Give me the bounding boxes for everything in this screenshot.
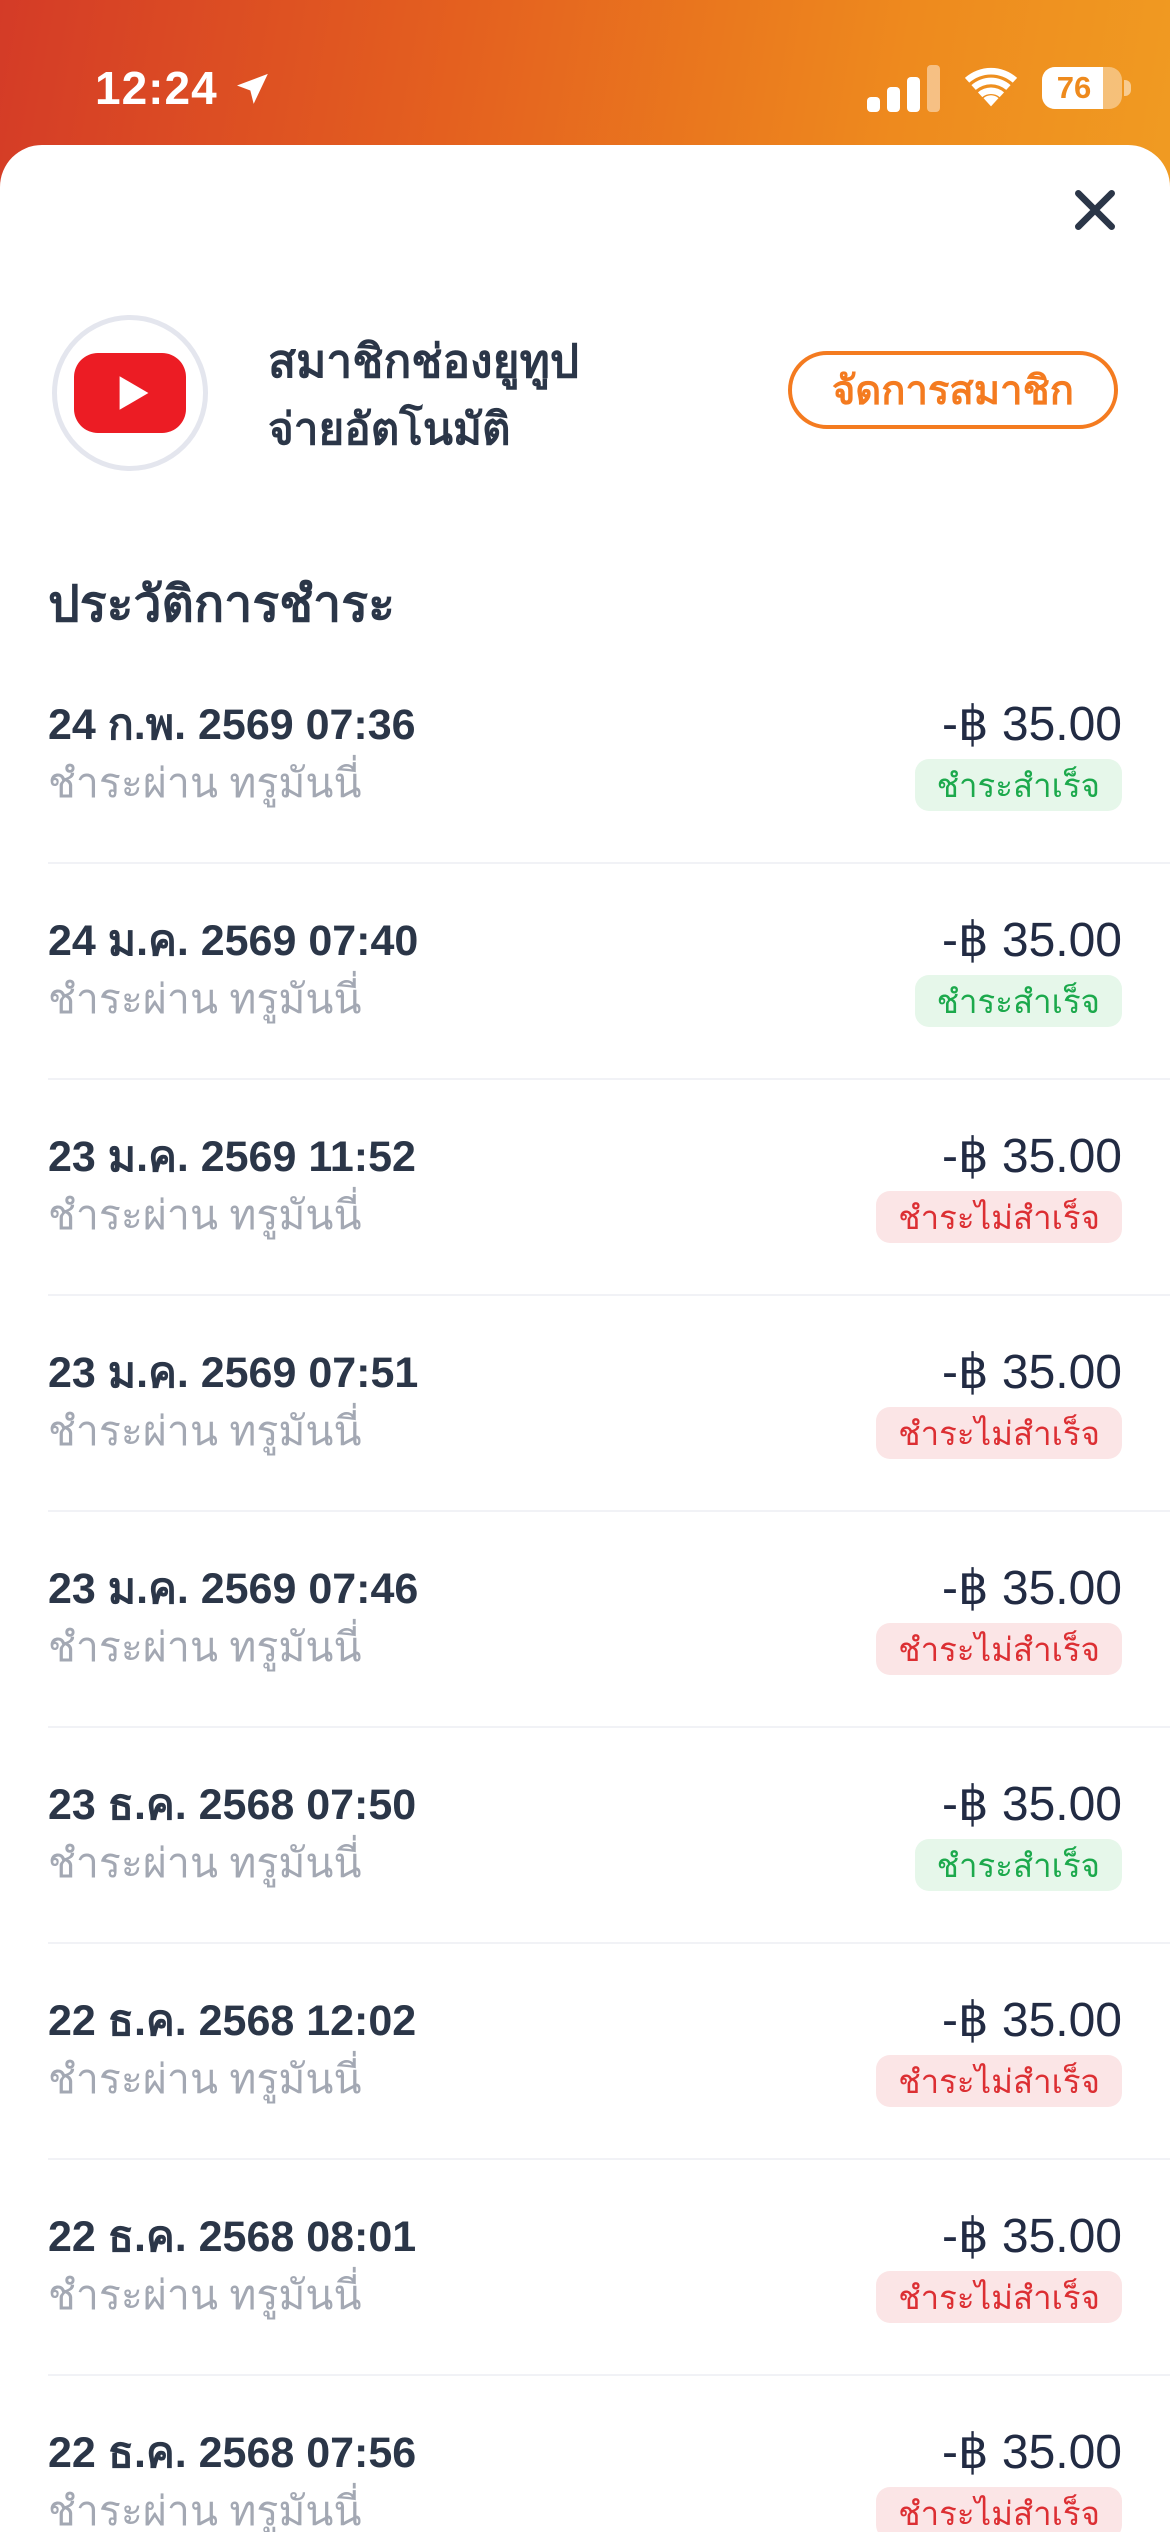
payment-row: 23 ธ.ค. 2568 07:50 ชำระผ่าน ทรูมันนี่ -฿…	[0, 1728, 1170, 1944]
row-amount: -฿ 35.00	[942, 698, 1122, 751]
manage-membership-button[interactable]: จัดการสมาชิก	[787, 351, 1118, 429]
status-bar: 12:24 76	[0, 0, 1170, 145]
row-amount: -฿ 35.00	[942, 1562, 1122, 1615]
battery-percent: 76	[1056, 69, 1092, 105]
row-datetime: 23 ม.ค. 2569 07:51	[48, 1349, 419, 1397]
row-datetime: 23 ธ.ค. 2568 07:50	[48, 1781, 417, 1829]
row-payment-method: ชำระผ่าน ทรูมันนี่	[48, 1840, 362, 1886]
row-status-badge: ชำระไม่สำเร็จ	[876, 2487, 1122, 2532]
row-amount: -฿ 35.00	[942, 1778, 1122, 1831]
row-status-badge: ชำระไม่สำเร็จ	[876, 1191, 1122, 1243]
subscription-header: สมาชิกช่องยูทูป จ่ายอัตโนมัติ จัดการสมาช…	[52, 315, 1118, 475]
avatar	[52, 315, 208, 471]
row-status-badge: ชำระสำเร็จ	[914, 975, 1122, 1027]
row-payment-method: ชำระผ่าน ทรูมันนี่	[48, 2272, 362, 2318]
subscription-title: สมาชิกช่องยูทูป	[268, 335, 580, 387]
payment-history-list: 24 ก.พ. 2569 07:36 ชำระผ่าน ทรูมันนี่ -฿…	[0, 648, 1170, 2532]
row-payment-method: ชำระผ่าน ทรูมันนี่	[48, 1408, 362, 1454]
battery-icon: 76	[1042, 66, 1131, 109]
row-datetime: 23 ม.ค. 2569 11:52	[48, 1133, 416, 1181]
row-status-badge: ชำระไม่สำเร็จ	[876, 2055, 1122, 2107]
row-amount: -฿ 35.00	[942, 1346, 1122, 1399]
payment-row: 23 ม.ค. 2569 07:46 ชำระผ่าน ทรูมันนี่ -฿…	[0, 1512, 1170, 1728]
row-datetime: 22 ธ.ค. 2568 12:02	[48, 1997, 417, 2045]
close-icon	[1075, 190, 1115, 231]
row-status-badge: ชำระไม่สำเร็จ	[876, 1623, 1122, 1675]
row-status-badge: ชำระไม่สำเร็จ	[876, 1407, 1122, 1459]
payment-row: 23 ม.ค. 2569 07:51 ชำระผ่าน ทรูมันนี่ -฿…	[0, 1296, 1170, 1512]
row-amount: -฿ 35.00	[942, 2210, 1122, 2263]
row-payment-method: ชำระผ่าน ทรูมันนี่	[48, 1624, 362, 1670]
wifi-icon	[964, 67, 1018, 106]
row-datetime: 23 ม.ค. 2569 07:46	[48, 1565, 419, 1613]
subscription-subtitle: จ่ายอัตโนมัติ	[268, 405, 511, 454]
row-amount: -฿ 35.00	[942, 914, 1122, 967]
clock: 12:24	[95, 61, 218, 114]
row-payment-method: ชำระผ่าน ทรูมันนี่	[48, 976, 362, 1022]
row-status-badge: ชำระไม่สำเร็จ	[876, 2271, 1122, 2323]
payment-row: 24 ก.พ. 2569 07:36 ชำระผ่าน ทรูมันนี่ -฿…	[0, 648, 1170, 864]
row-payment-method: ชำระผ่าน ทรูมันนี่	[48, 760, 362, 806]
row-datetime: 24 ม.ค. 2569 07:40	[48, 917, 419, 965]
location-arrow-icon	[236, 73, 268, 104]
payment-row: 24 ม.ค. 2569 07:40 ชำระผ่าน ทรูมันนี่ -฿…	[0, 864, 1170, 1080]
row-datetime: 22 ธ.ค. 2568 08:01	[48, 2213, 417, 2261]
row-status-badge: ชำระสำเร็จ	[914, 1839, 1122, 1891]
row-datetime: 22 ธ.ค. 2568 07:56	[48, 2429, 417, 2477]
row-status-badge: ชำระสำเร็จ	[914, 759, 1122, 811]
payment-row: 22 ธ.ค. 2568 12:02 ชำระผ่าน ทรูมันนี่ -฿…	[0, 1944, 1170, 2160]
row-payment-method: ชำระผ่าน ทรูมันนี่	[48, 2056, 362, 2102]
row-payment-method: ชำระผ่าน ทรูมันนี่	[48, 1192, 362, 1238]
payment-row: 22 ธ.ค. 2568 07:56 ชำระผ่าน ทรูมันนี่ -฿…	[0, 2376, 1170, 2532]
subscription-sheet: สมาชิกช่องยูทูป จ่ายอัตโนมัติ จัดการสมาช…	[0, 145, 1170, 2532]
row-datetime: 24 ก.พ. 2569 07:36	[48, 701, 416, 749]
payment-history-title: ประวัติการชำระ	[48, 576, 395, 632]
row-amount: -฿ 35.00	[942, 1130, 1122, 1183]
payment-row: 22 ธ.ค. 2568 08:01 ชำระผ่าน ทรูมันนี่ -฿…	[0, 2160, 1170, 2376]
row-amount: -฿ 35.00	[942, 1994, 1122, 2047]
row-payment-method: ชำระผ่าน ทรูมันนี่	[48, 2488, 362, 2532]
row-amount: -฿ 35.00	[942, 2426, 1122, 2479]
youtube-icon	[74, 353, 186, 433]
payment-row: 23 ม.ค. 2569 11:52 ชำระผ่าน ทรูมันนี่ -฿…	[0, 1080, 1170, 1296]
cellular-signal-icon	[867, 64, 940, 112]
close-button[interactable]	[1062, 177, 1128, 243]
